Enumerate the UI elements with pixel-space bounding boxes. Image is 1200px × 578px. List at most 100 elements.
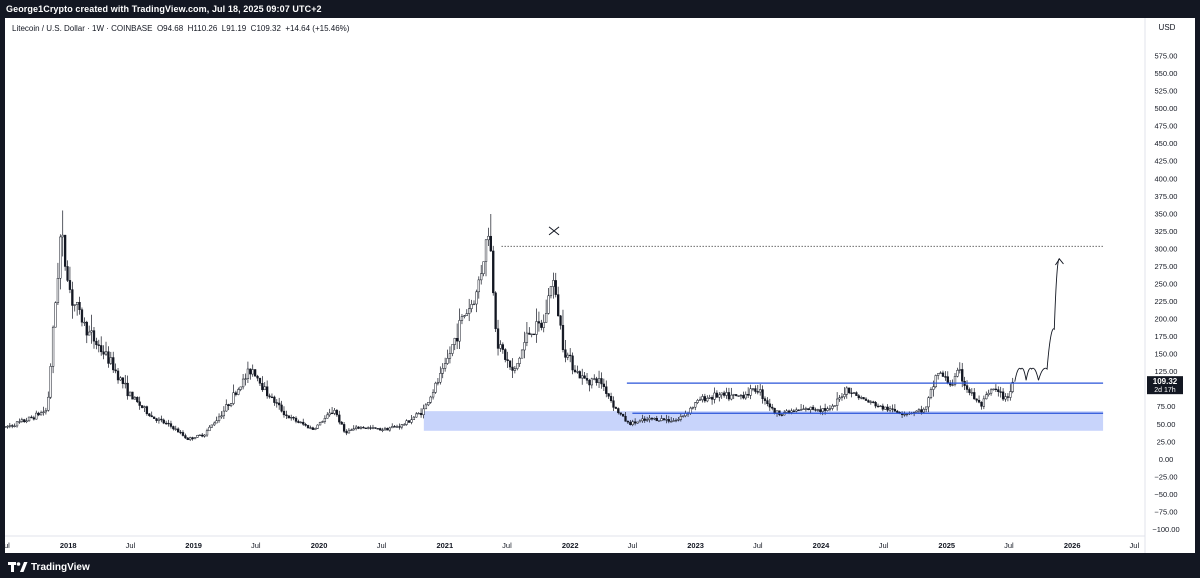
candle-body xyxy=(381,429,384,431)
time-axis-tick-label: 2026 xyxy=(1064,541,1081,550)
candle-body xyxy=(451,344,454,354)
candle-body xyxy=(20,419,23,422)
candle-body xyxy=(424,404,428,410)
candle-body xyxy=(766,400,769,405)
time-axis-tick-label: Jul xyxy=(502,541,512,550)
candle-body xyxy=(1001,391,1005,400)
candle-body xyxy=(811,406,815,410)
candle-body xyxy=(205,430,209,436)
candle-body xyxy=(958,369,961,371)
candle-body xyxy=(1011,381,1014,392)
candle-body xyxy=(51,326,55,367)
symbol-name[interactable]: Litecoin / U.S. Dollar · 1W · COINBASE xyxy=(12,24,153,33)
candle-body xyxy=(583,375,586,379)
candle-body xyxy=(27,416,31,422)
candle-body xyxy=(56,278,60,303)
candle-body xyxy=(249,368,252,375)
candle-body xyxy=(917,409,921,412)
candle-body xyxy=(321,421,324,423)
candle-body xyxy=(703,396,707,402)
candle-body xyxy=(330,412,334,415)
candle-body xyxy=(232,392,235,404)
candle-body xyxy=(823,408,827,411)
candle-body xyxy=(371,427,375,429)
candle-body xyxy=(362,426,365,429)
candle-body xyxy=(506,359,509,361)
candle-body xyxy=(569,354,572,357)
candle-body xyxy=(730,394,733,400)
candle-body xyxy=(672,420,675,422)
candle-body xyxy=(937,373,940,376)
candle-body xyxy=(501,344,504,350)
candle-body xyxy=(237,389,240,395)
candle-body xyxy=(80,309,84,323)
support-zone xyxy=(423,411,1104,431)
candle-body xyxy=(549,286,553,297)
candle-body xyxy=(100,345,103,353)
candle-body xyxy=(696,400,699,403)
candle-body xyxy=(61,234,64,238)
candle-body xyxy=(49,366,52,398)
candle-body xyxy=(718,394,721,398)
candle-body xyxy=(747,393,750,396)
candle-body xyxy=(552,280,555,287)
footer-brand: TradingView xyxy=(31,561,90,573)
candle-body xyxy=(95,340,98,346)
candle-body xyxy=(970,392,973,394)
candle-body xyxy=(585,378,589,381)
candle-body xyxy=(720,392,723,396)
candle-body xyxy=(831,405,834,409)
candle-body xyxy=(624,415,627,422)
candle-body xyxy=(196,435,199,438)
candle-body xyxy=(119,377,122,381)
candle-body xyxy=(174,428,177,430)
candle-body xyxy=(5,426,7,428)
candle-body xyxy=(662,418,666,420)
candle-body xyxy=(13,425,16,428)
time-axis-tick-label: Jul xyxy=(1130,541,1140,550)
candle-body xyxy=(929,389,933,398)
candle-body xyxy=(338,414,341,423)
candle-body xyxy=(90,330,93,333)
candle-body xyxy=(547,295,550,314)
candle-body xyxy=(44,410,48,413)
price-axis-tick-label: 225.00 xyxy=(1155,297,1178,306)
price-axis-tick-label: 350.00 xyxy=(1155,209,1178,218)
candle-body xyxy=(30,416,33,419)
candle-body xyxy=(357,426,360,429)
candle-body xyxy=(311,427,314,430)
time-axis-tick-label: 2025 xyxy=(938,541,955,550)
candle-body xyxy=(593,378,596,380)
candle-body xyxy=(345,431,348,434)
candle-body xyxy=(905,413,909,416)
candle-body xyxy=(667,419,670,422)
candle-body xyxy=(342,424,346,432)
candle-body xyxy=(742,394,745,399)
candle-body xyxy=(581,375,584,379)
candle-body xyxy=(66,266,69,281)
candlestick-chart[interactable]: USD −100.00 −75.00 −50.00 −25.00 0.00 25.00 50.… xyxy=(5,18,1195,553)
candle-body xyxy=(441,368,444,374)
candle-body xyxy=(263,386,266,391)
candle-body xyxy=(559,315,562,326)
candle-body xyxy=(513,368,517,371)
chart-frame[interactable]: USD −100.00 −75.00 −50.00 −25.00 0.00 25.00 50.… xyxy=(5,18,1195,553)
tradingview-footer: TradingView xyxy=(0,556,1200,578)
time-axis-tick-label: 2018 xyxy=(60,541,77,550)
candle-body xyxy=(256,375,259,379)
candle-body xyxy=(833,405,836,407)
candle-body xyxy=(63,234,67,267)
candle-body xyxy=(347,429,351,434)
candle-body xyxy=(83,321,86,324)
candle-body xyxy=(761,389,764,399)
time-axis-tick-label: Jul xyxy=(753,541,763,550)
candle-body xyxy=(804,408,808,410)
candle-body xyxy=(987,392,990,395)
candle-body xyxy=(316,424,319,429)
candle-body xyxy=(39,412,43,416)
candle-body xyxy=(227,404,230,407)
candle-body xyxy=(597,378,601,384)
candle-body xyxy=(393,426,396,428)
candle-body xyxy=(903,414,906,416)
candle-body xyxy=(653,418,656,420)
